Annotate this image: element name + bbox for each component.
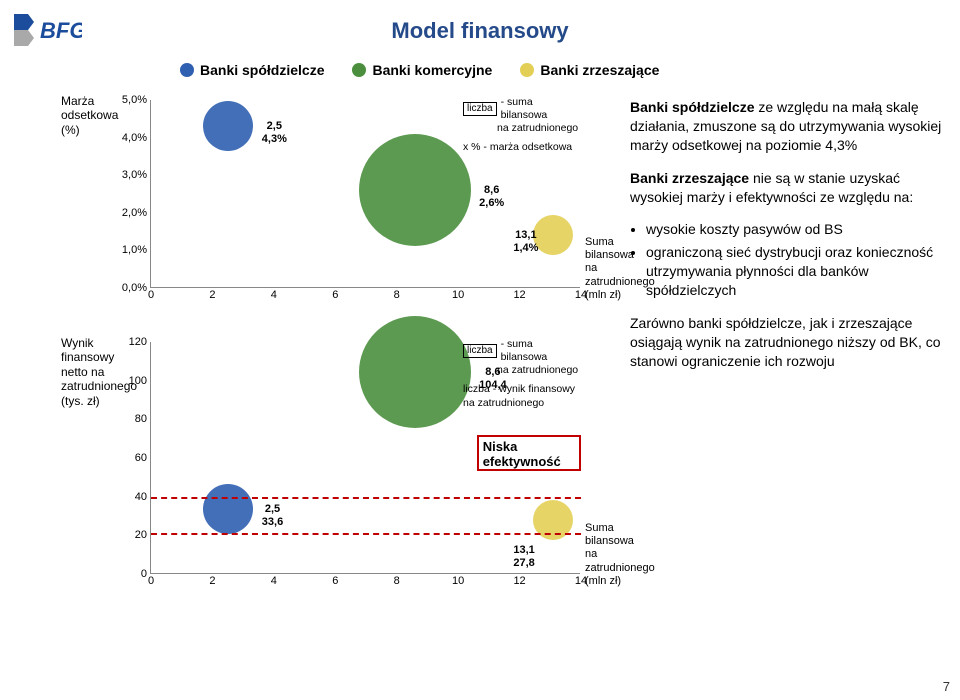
bubble — [359, 316, 471, 428]
page-title: Model finansowy — [0, 18, 960, 44]
dashed-band — [151, 497, 581, 536]
bubble — [359, 134, 471, 246]
bubble-label: 13,11,4% — [513, 229, 538, 254]
bubble-label: 13,127,8 — [513, 544, 534, 569]
legend-zrzeszajace: Banki zrzeszające — [520, 62, 659, 78]
bubble — [203, 101, 253, 151]
bubble-label: 8,62,6% — [479, 184, 504, 209]
ytick: 2,0% — [122, 207, 151, 219]
bubble-label: 2,54,3% — [262, 120, 287, 145]
legend-spoldzielcze: Banki spółdzielcze — [180, 62, 324, 78]
xtick: 8 — [394, 287, 400, 301]
legend-annotation: liczba- suma bilansowa na zatrudnionegol… — [463, 338, 580, 410]
xtick: 6 — [332, 573, 338, 587]
bubble — [533, 215, 573, 255]
p1-bold: Banki spółdzielcze — [630, 99, 754, 115]
red-label: Niskaefektywność — [483, 439, 561, 469]
margin-chart: 0,0%1,0%2,0%3,0%4,0%5,0%02468101214Marża… — [150, 100, 580, 288]
ytick: 20 — [135, 529, 151, 541]
xtick: 4 — [271, 573, 277, 587]
legend-dot-icon — [352, 63, 366, 77]
commentary: Banki spółdzielcze ze względu na małą sk… — [630, 98, 944, 385]
xtick: 6 — [332, 287, 338, 301]
legend-label: Banki komercyjne — [372, 62, 492, 78]
xtick: 0 — [148, 573, 154, 587]
ytick: 80 — [135, 413, 151, 425]
xtick: 4 — [271, 287, 277, 301]
ytick: 3,0% — [122, 169, 151, 181]
legend-dot-icon — [180, 63, 194, 77]
legend: Banki spółdzielcze Banki komercyjne Bank… — [180, 62, 659, 78]
y-axis-label: Wynikfinansowynetto nazatrudnionego(tys.… — [61, 336, 151, 408]
ytick: 0,0% — [122, 282, 151, 294]
legend-komercyjne: Banki komercyjne — [352, 62, 492, 78]
x-axis-annotation: Suma bilansowana zatrudnionego(mln zł) — [585, 522, 655, 588]
p3: Zarówno banki spółdzielcze, jak i zrzesz… — [630, 314, 944, 371]
xtick: 8 — [394, 573, 400, 587]
xtick: 12 — [513, 573, 525, 587]
ytick: 60 — [135, 452, 151, 464]
bullet-2: ograniczoną sieć dystrybucji oraz koniec… — [646, 243, 944, 300]
xtick: 2 — [209, 287, 215, 301]
xtick: 10 — [452, 573, 464, 587]
legend-label: Banki zrzeszające — [540, 62, 659, 78]
page-number: 7 — [943, 679, 950, 694]
ytick: 1,0% — [122, 244, 151, 256]
xtick: 10 — [452, 287, 464, 301]
ytick: 40 — [135, 491, 151, 503]
bullet-1: wysokie koszty pasywów od BS — [646, 220, 944, 239]
xtick: 0 — [148, 287, 154, 301]
legend-dot-icon — [520, 63, 534, 77]
p2-bold: Banki zrzeszające — [630, 170, 749, 186]
xtick: 2 — [209, 573, 215, 587]
legend-label: Banki spółdzielcze — [200, 62, 324, 78]
y-axis-label: Marżaodsetkowa(%) — [61, 94, 151, 137]
result-chart: 02040608010012002468101214Wynikfinansowy… — [150, 342, 580, 574]
legend-annotation: liczba- suma bilansowa na zatrudnionegox… — [463, 96, 580, 155]
xtick: 12 — [513, 287, 525, 301]
